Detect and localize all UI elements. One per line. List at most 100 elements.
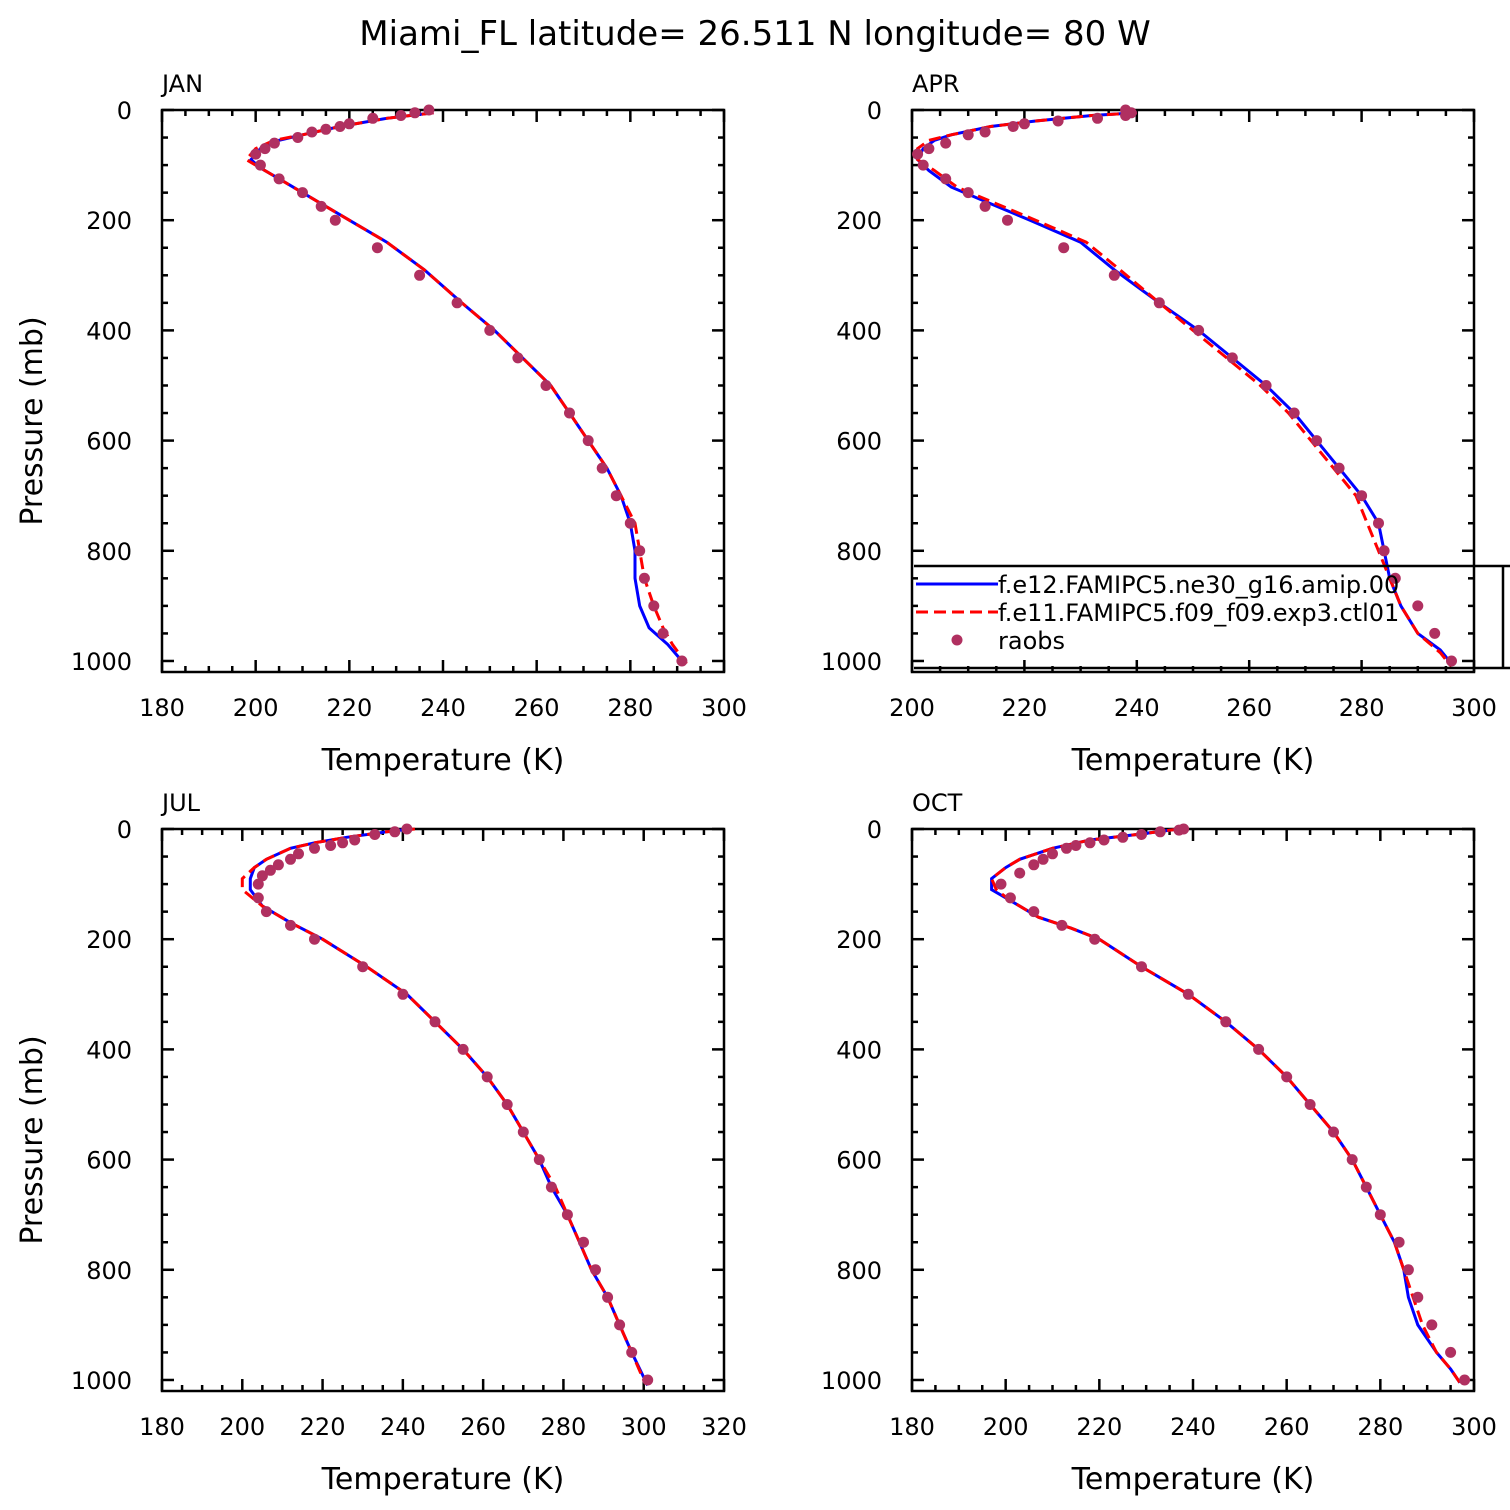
y-tick-label: 200 <box>86 207 132 235</box>
obs-point <box>254 159 266 171</box>
series-line-model2 <box>240 827 646 1381</box>
obs-point <box>1429 627 1441 639</box>
obs-point <box>962 187 974 199</box>
obs-point <box>1226 352 1238 364</box>
obs-point <box>995 878 1007 890</box>
obs-point <box>1393 1236 1405 1248</box>
x-tick-label: 200 <box>219 1413 265 1441</box>
y-tick-label: 0 <box>117 816 132 844</box>
x-tick-label: 220 <box>1076 1413 1122 1441</box>
obs-point <box>1058 242 1070 254</box>
y-axis-label: Pressure (mb) <box>15 1035 50 1244</box>
obs-point <box>610 490 622 502</box>
obs-point <box>1281 1071 1293 1083</box>
panel-label: JAN <box>160 70 203 98</box>
y-tick-label: 0 <box>867 816 882 844</box>
plot-frame <box>910 827 1476 1393</box>
obs-point <box>634 545 646 557</box>
obs-point <box>1402 1264 1414 1276</box>
obs-point <box>676 655 688 667</box>
obs-point <box>590 1264 601 1276</box>
obs-point <box>306 126 318 138</box>
obs-point <box>1220 1016 1232 1028</box>
obs-point <box>264 864 276 876</box>
obs-point <box>297 187 308 199</box>
obs-point <box>320 123 332 135</box>
figure-title: Miami_FL latitude= 26.511 N longitude= 8… <box>359 14 1150 54</box>
obs-point <box>1173 824 1185 836</box>
legend-marker-dot <box>951 634 963 646</box>
obs-point <box>1374 1209 1386 1221</box>
series-line-model1 <box>248 827 650 1387</box>
obs-point <box>1037 853 1049 865</box>
obs-point <box>397 988 409 1000</box>
obs-point <box>292 132 304 143</box>
y-tick-label: 600 <box>836 1147 882 1175</box>
obs-point <box>1136 961 1147 973</box>
obs-point <box>484 324 496 336</box>
obs-point <box>389 826 401 838</box>
x-tick-label: 200 <box>983 1413 1029 1441</box>
obs-point <box>578 1236 589 1248</box>
obs-point <box>1047 848 1058 860</box>
obs-point <box>940 173 952 185</box>
y-tick-label: 1000 <box>71 648 132 676</box>
y-tick-label: 400 <box>86 317 132 345</box>
obs-point <box>1084 837 1096 849</box>
x-tick-label: 220 <box>326 694 372 722</box>
obs-point <box>1373 517 1384 529</box>
y-tick-label: 800 <box>86 1257 132 1285</box>
y-tick-label: 400 <box>836 1036 882 1064</box>
x-tick-label: 260 <box>514 694 560 722</box>
obs-point <box>337 837 349 849</box>
obs-point <box>252 878 264 890</box>
obs-point <box>285 853 296 865</box>
obs-point <box>423 104 435 116</box>
obs-point <box>1311 435 1323 447</box>
series-line-model2 <box>243 111 688 665</box>
y-tick-label: 200 <box>836 926 882 954</box>
obs-point <box>962 129 974 141</box>
obs-point <box>1028 859 1040 871</box>
y-tick-label: 400 <box>86 1036 132 1064</box>
x-tick-label: 240 <box>380 1413 426 1441</box>
panel-oct: 180 200 220 240 260 280 300 0 200 400 600 800 1000 OC… <box>821 789 1497 1497</box>
obs-point <box>395 110 407 121</box>
y-tick-label: 1000 <box>821 648 882 676</box>
obs-point <box>325 840 337 851</box>
y-tick-label: 600 <box>836 428 882 456</box>
y-axis-label: Pressure (mb) <box>15 316 50 525</box>
obs-point <box>940 137 952 149</box>
obs-point <box>1092 112 1103 124</box>
obs-point <box>512 352 524 364</box>
series-line-model2 <box>916 111 1453 668</box>
obs-point <box>602 1291 614 1303</box>
x-axis-label: Temperature (K) <box>321 1462 565 1497</box>
legend-label: f.e11.FAMIPC5.f09_f09.exp3.ctl01 <box>998 599 1399 627</box>
obs-point <box>979 126 991 138</box>
obs-point <box>1412 600 1424 612</box>
obs-point <box>582 435 594 447</box>
x-tick-label: 280 <box>1357 1413 1403 1441</box>
obs-point <box>309 933 320 945</box>
y-tick-label: 1000 <box>71 1367 132 1395</box>
obs-point <box>1446 655 1457 667</box>
x-tick-label: 300 <box>701 694 747 722</box>
obs-point <box>401 823 413 835</box>
obs-point <box>250 148 262 160</box>
obs-point <box>1002 214 1013 226</box>
y-tick-label: 600 <box>86 1147 132 1175</box>
x-tick-label: 300 <box>1451 694 1497 722</box>
series-line-model1 <box>248 111 684 662</box>
x-axis-label: Temperature (K) <box>321 743 565 778</box>
x-tick-label: 200 <box>889 694 935 722</box>
obs-point <box>409 107 421 119</box>
obs-point <box>1098 834 1110 846</box>
obs-point <box>343 118 355 130</box>
obs-point <box>1153 297 1165 309</box>
obs-point <box>1004 892 1016 904</box>
obs-point <box>451 297 463 309</box>
obs-point <box>533 1154 545 1166</box>
obs-point <box>329 214 341 226</box>
x-axis-label: Temperature (K) <box>1071 743 1315 778</box>
